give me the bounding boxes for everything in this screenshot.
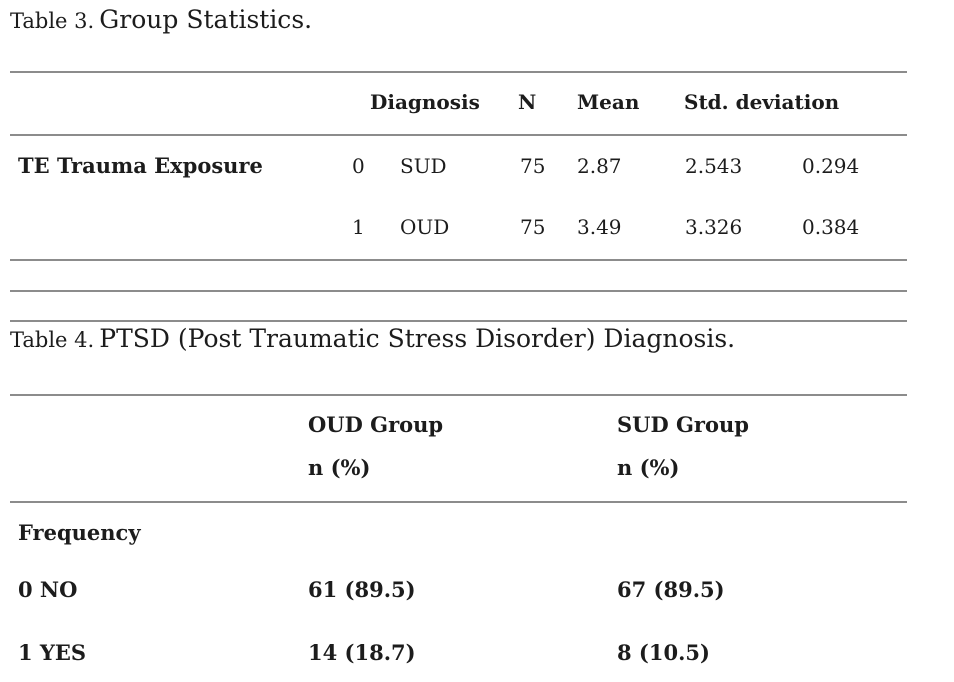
table3-header-mean: Mean [577,90,640,114]
separator-rule-2 [10,320,907,322]
table4-cell-sud: 8 (10.5) [617,640,710,665]
table4-header-oud-npct: n (%) [308,455,371,480]
table3-cell-std-deviation: 3.326 [685,215,743,239]
table4-header-sud-npct: n (%) [617,455,680,480]
table4-header-oud-group: OUD Group [308,412,444,437]
table3-row-label: TE Trauma Exposure [18,153,263,178]
table3-top-rule [10,71,907,73]
table4-row-label: 0 NO [18,577,78,602]
separator-rule-1 [10,290,907,292]
table4-caption-title: PTSD (Post Traumatic Stress Disorder) Di… [99,324,736,353]
table3-header-diagnosis: Diagnosis [370,90,480,114]
table3-cell-std-deviation: 2.543 [685,154,743,178]
table3-cell-code: 1 [352,215,365,239]
table3-cell-n: 75 [520,154,546,178]
table3-cell-last: 0.294 [802,154,860,178]
table3-caption-label: Table 3. [10,9,95,33]
table4-cell-oud: 61 (89.5) [308,577,416,602]
table4-section-frequency: Frequency [18,520,141,545]
table3-cell-last: 0.384 [802,215,860,239]
table4-caption-label: Table 4. [10,328,95,352]
table3-header-n: N [518,90,537,114]
table3-cell-mean: 2.87 [577,154,622,178]
table4-header-sud-group: SUD Group [617,412,749,437]
table4-caption: Table 4. PTSD (Post Traumatic Stress Dis… [10,324,735,353]
table3-caption-title: Group Statistics. [99,5,313,34]
table3-header-std-deviation: Std. deviation [684,90,840,114]
table3-cell-mean: 3.49 [577,215,622,239]
table3-header-rule [10,134,907,136]
table4-header-rule [10,501,907,503]
table3-caption: Table 3. Group Statistics. [10,5,312,34]
table3-cell-code: 0 [352,154,365,178]
table3-cell-diagnosis: OUD [400,215,450,239]
table3-cell-diagnosis: SUD [400,154,447,178]
table3-bottom-rule [10,259,907,261]
table4-cell-sud: 67 (89.5) [617,577,725,602]
table4-row-label: 1 YES [18,640,87,665]
table3-cell-n: 75 [520,215,546,239]
table4-cell-oud: 14 (18.7) [308,640,416,665]
table4-top-rule [10,394,907,396]
